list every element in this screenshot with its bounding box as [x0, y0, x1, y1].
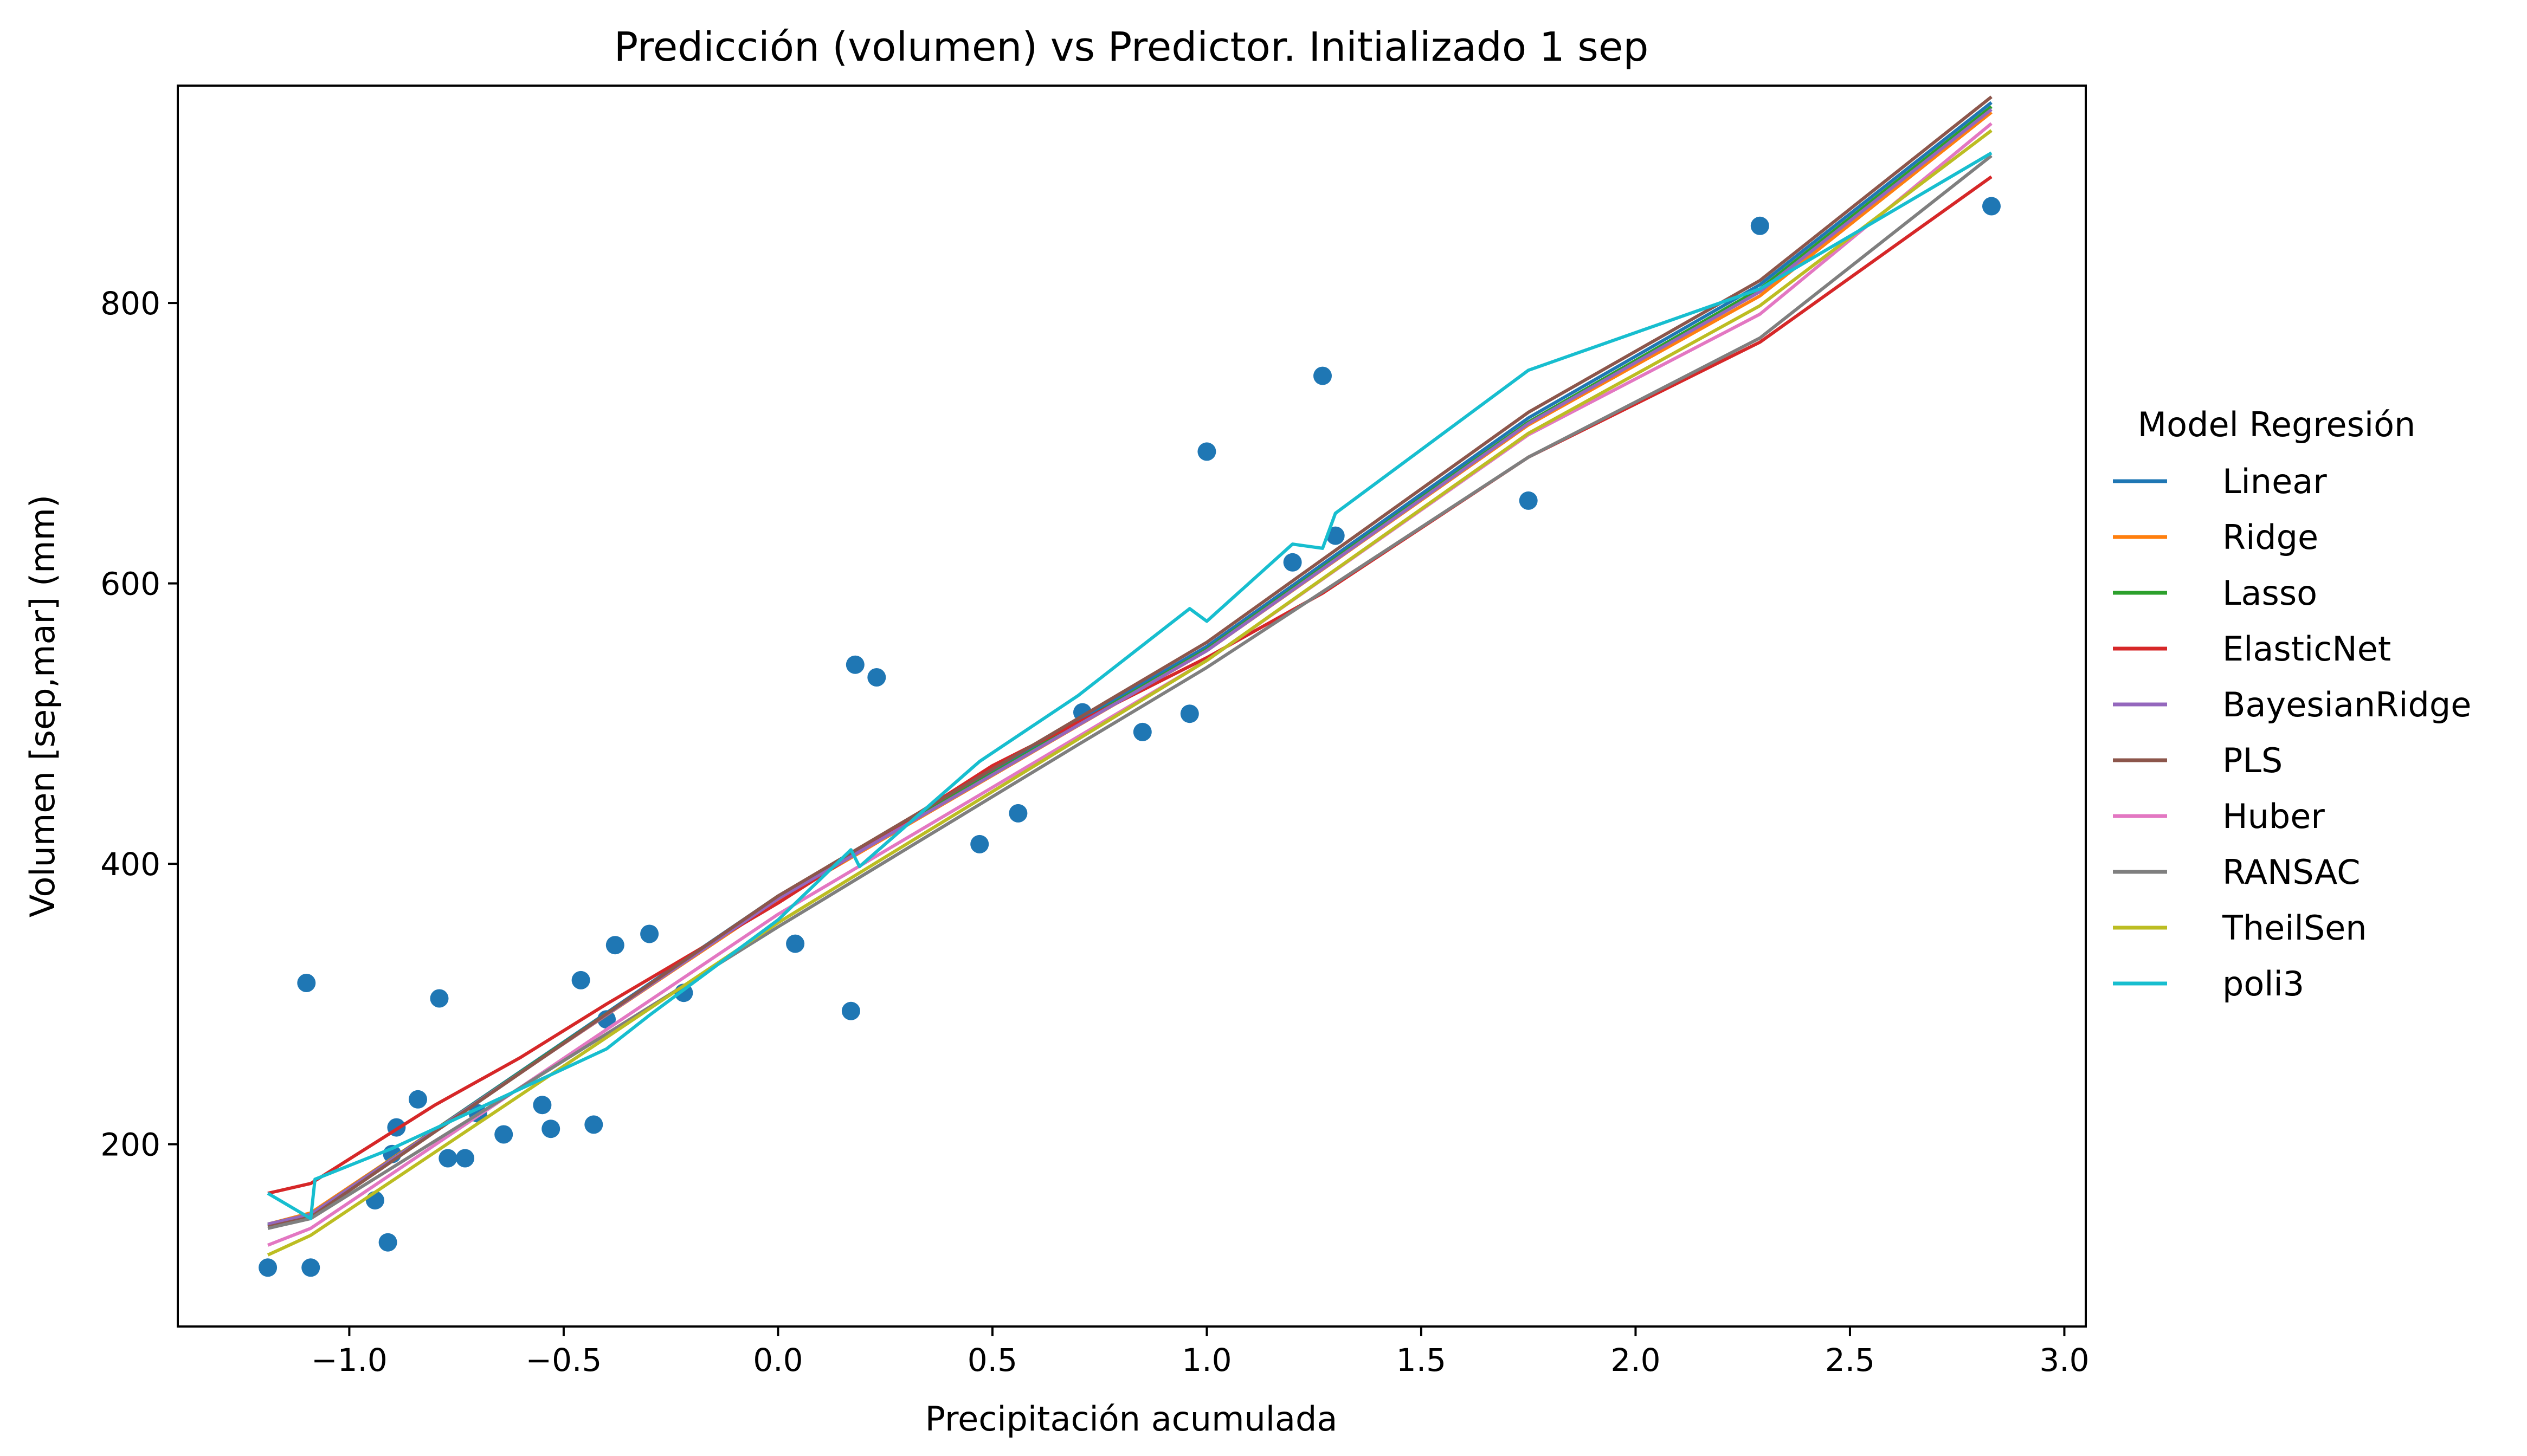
y-axis-label: Volumen [sep,mar] (mm) — [23, 495, 62, 917]
legend-label-elasticnet: ElasticNet — [2222, 629, 2391, 669]
scatter-point-34 — [1519, 491, 1538, 510]
scatter-point-36 — [1982, 197, 2001, 216]
scatter-point-18 — [605, 936, 624, 955]
series-line-poli3 — [267, 151, 1993, 1220]
series-line-theilsen — [267, 129, 1993, 1257]
scatter-point-15 — [571, 970, 590, 989]
x-tick-label: 0.5 — [968, 1342, 1017, 1379]
plot-frame — [177, 85, 2087, 1328]
scatter-point-10 — [456, 1149, 474, 1168]
x-axis-label: Precipitación acumulada — [925, 1399, 1338, 1439]
x-tick-label: 2.5 — [1825, 1342, 1875, 1379]
series-line-ridge — [267, 111, 1993, 1226]
legend-label-poli3: poli3 — [2222, 964, 2304, 1004]
y-tick-label: 200 — [100, 1127, 160, 1163]
legend-label-theilsen: TheilSen — [2222, 908, 2367, 948]
x-tick-label: −0.5 — [525, 1342, 602, 1379]
legend-label-ransac: RANSAC — [2222, 852, 2360, 892]
scatter-point-13 — [533, 1096, 552, 1115]
series-line-pls — [267, 95, 1993, 1229]
y-tick-label: 400 — [100, 846, 160, 883]
scatter-point-24 — [867, 668, 886, 687]
series-line-ransac — [267, 154, 1993, 1230]
scatter-point-31 — [1283, 553, 1302, 572]
scatter-point-25 — [970, 834, 989, 853]
scatter-point-16 — [584, 1115, 603, 1134]
scatter-point-7 — [409, 1090, 427, 1109]
x-tick-label: 2.0 — [1610, 1342, 1660, 1379]
scatter-point-22 — [841, 1001, 860, 1020]
scatter-point-28 — [1133, 722, 1152, 741]
scatter-point-29 — [1180, 704, 1199, 723]
scatter-point-4 — [378, 1233, 397, 1252]
legend: Model Regresión Linear Ridge Lasso ElasticN… — [2113, 405, 2471, 1004]
scatter-point-14 — [542, 1119, 560, 1138]
scatter-point-19 — [640, 924, 659, 943]
series-line-bayesianridge — [267, 108, 1993, 1226]
scatter-point-30 — [1197, 442, 1216, 461]
scatter-point-0 — [259, 1258, 278, 1277]
scatter-point-26 — [1009, 804, 1028, 823]
legend-label-pls: PLS — [2222, 741, 2283, 780]
legend-label-linear: Linear — [2222, 462, 2327, 501]
scatter-point-12 — [494, 1125, 513, 1144]
scatter-point-32 — [1313, 366, 1332, 385]
scatter-point-9 — [439, 1149, 457, 1168]
x-tick-label: 1.0 — [1182, 1342, 1232, 1379]
series-line-huber — [267, 122, 1993, 1247]
x-axis: −1.0 −0.5 0.0 0.5 1.0 1.5 2.0 2.5 3.0 — [311, 1326, 2090, 1379]
scatter-point-33 — [1326, 526, 1345, 545]
scatter-point-8 — [430, 989, 449, 1008]
scatter-point-2 — [301, 1258, 320, 1277]
legend-title: Model Regresión — [2138, 405, 2416, 444]
x-tick-label: 0.0 — [753, 1342, 803, 1379]
plot-area — [259, 95, 2001, 1277]
legend-label-ridge: Ridge — [2222, 517, 2318, 557]
x-tick-label: 3.0 — [2039, 1342, 2089, 1379]
y-axis: 200 400 600 800 — [100, 285, 178, 1163]
x-tick-label: −1.0 — [311, 1342, 388, 1379]
x-tick-label: 1.5 — [1396, 1342, 1446, 1379]
scatter-point-35 — [1750, 216, 1769, 235]
y-tick-label: 800 — [100, 285, 160, 322]
legend-label-lasso: Lasso — [2222, 573, 2317, 613]
scatter-point-1 — [297, 974, 316, 992]
scatter-point-21 — [786, 934, 805, 953]
legend-label-bayesianridge: BayesianRidge — [2222, 685, 2471, 724]
legend-label-huber: Huber — [2222, 797, 2325, 836]
series-line-lasso — [267, 105, 1993, 1226]
chart-title: Predicción (volumen) vs Predictor. Initi… — [614, 24, 1649, 70]
series-line-linear — [267, 101, 1993, 1227]
y-tick-label: 600 — [100, 566, 160, 603]
scatter-point-23 — [846, 655, 865, 674]
